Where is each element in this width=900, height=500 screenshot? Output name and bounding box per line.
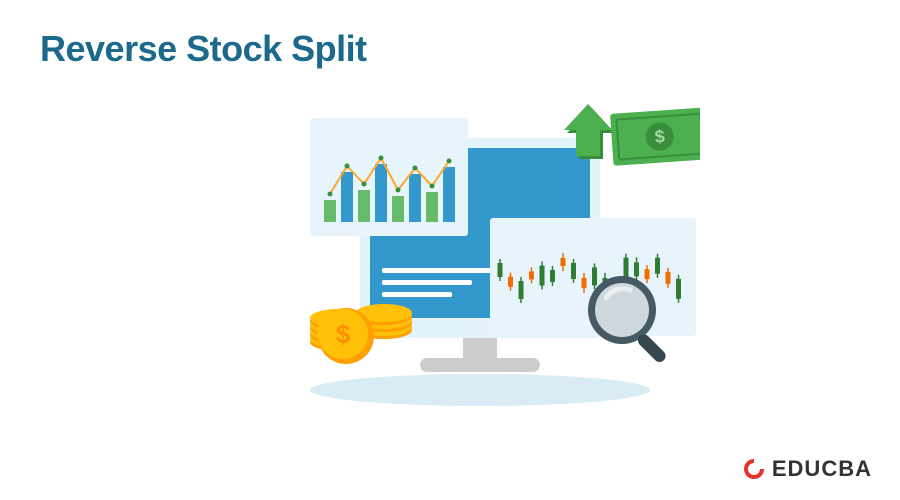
brand-text: EDUCBA xyxy=(772,456,872,482)
svg-text:$: $ xyxy=(336,319,351,349)
dollar-bill-icon: $ xyxy=(610,107,700,166)
svg-text:$: $ xyxy=(654,126,665,147)
brand-logo-icon xyxy=(742,457,766,481)
monitor-stand xyxy=(420,333,540,372)
hero-illustration: $ $ xyxy=(270,98,700,408)
bar-chart-card xyxy=(310,118,468,236)
brand-logo: EDUCBA xyxy=(742,456,872,482)
illustration-svg: $ $ xyxy=(270,98,700,408)
page-title: Reverse Stock Split xyxy=(40,28,367,70)
coins-icon: $ xyxy=(310,304,412,364)
monitor-shadow xyxy=(310,374,650,406)
